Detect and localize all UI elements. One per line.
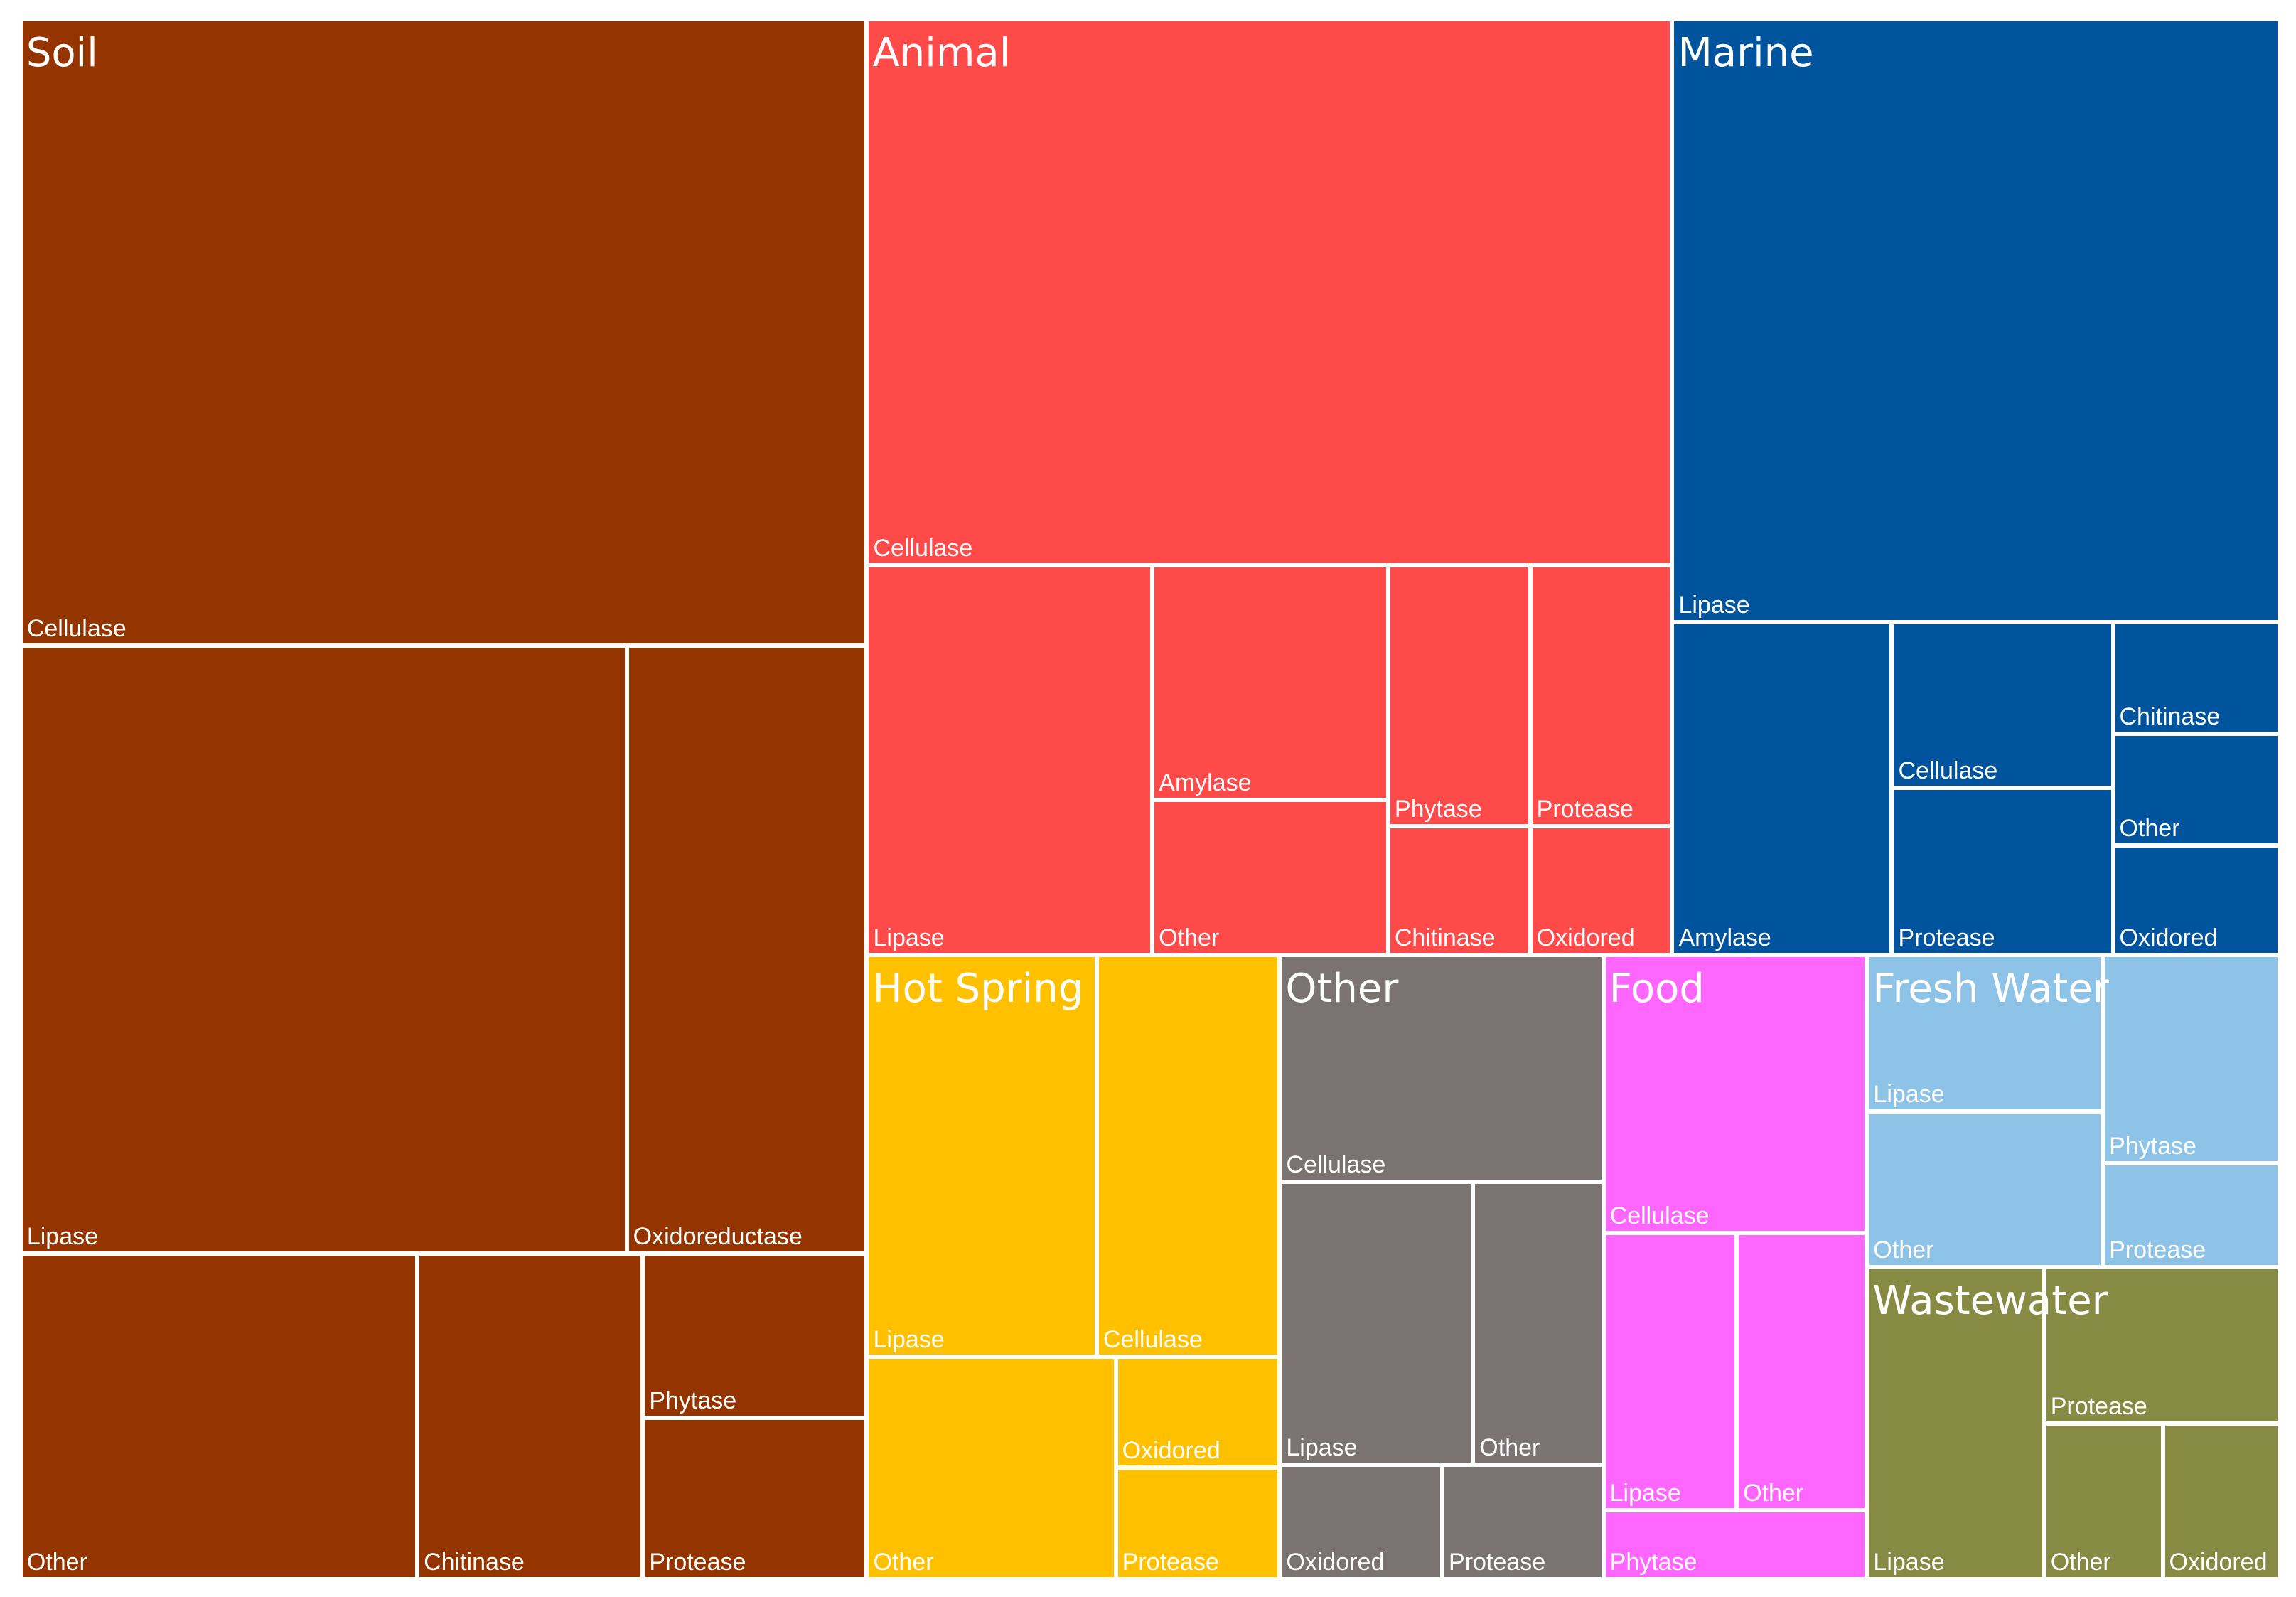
treemap-cell-marine-other: Other bbox=[2113, 734, 2280, 845]
leaf-label: Amylase bbox=[1159, 769, 1252, 796]
treemap-cell-fresh-water-other: Other bbox=[1867, 1111, 2103, 1267]
treemap-cell-hot-spring-other: Other bbox=[867, 1356, 1116, 1579]
treemap-cell-hot-spring-lipase: Lipase bbox=[867, 955, 1097, 1357]
leaf-label: Lipase bbox=[1286, 1433, 1358, 1461]
leaf-label: Cellulase bbox=[1286, 1151, 1386, 1179]
treemap-cell-other-protease: Protease bbox=[1442, 1464, 1604, 1579]
leaf-label: Other bbox=[873, 1548, 934, 1576]
leaf-label: Oxidored bbox=[2119, 924, 2218, 952]
treemap-cell-other-cellulase: Cellulase bbox=[1280, 955, 1604, 1182]
leaf-label: Oxidoreductase bbox=[633, 1223, 803, 1251]
leaf-label: Other bbox=[26, 1548, 87, 1576]
treemap-cell-food-other: Other bbox=[1737, 1233, 1867, 1510]
leaf-label: Lipase bbox=[873, 924, 945, 952]
leaf-label: Chitinase bbox=[424, 1548, 525, 1576]
treemap-cell-animal-cellulase: Cellulase bbox=[867, 18, 1673, 566]
treemap-cell-hot-spring-cellulase: Cellulase bbox=[1096, 955, 1280, 1357]
leaf-label: Lipase bbox=[1873, 1081, 1945, 1109]
treemap-cell-marine-chitinase: Chitinase bbox=[2113, 622, 2280, 735]
leaf-label: Cellulase bbox=[873, 535, 973, 562]
leaf-label: Protease bbox=[1898, 924, 1995, 952]
leaf-label: Lipase bbox=[1609, 1479, 1681, 1507]
treemap-cell-wastewater-oxidored: Oxidored bbox=[2162, 1424, 2280, 1579]
leaf-label: Lipase bbox=[26, 1223, 99, 1251]
treemap-cell-soil-protease: Protease bbox=[643, 1418, 867, 1579]
leaf-label: Other bbox=[2119, 814, 2180, 842]
treemap-cell-animal-protease: Protease bbox=[1530, 565, 1673, 826]
leaf-label: Chitinase bbox=[1394, 924, 1496, 952]
leaf-label: Lipase bbox=[1873, 1548, 1945, 1576]
treemap-cell-other-other: Other bbox=[1473, 1182, 1604, 1465]
treemap-cell-wastewater-protease: Protease bbox=[2044, 1266, 2280, 1424]
treemap-cell-marine-oxidored: Oxidored bbox=[2113, 845, 2280, 956]
leaf-label: Protease bbox=[1122, 1548, 1219, 1576]
treemap-cell-food-cellulase: Cellulase bbox=[1603, 955, 1867, 1234]
treemap-cell-animal-amylase: Amylase bbox=[1152, 565, 1388, 800]
treemap-cell-other-oxidored: Oxidored bbox=[1280, 1464, 1443, 1579]
treemap-cell-soil-chitinase: Chitinase bbox=[417, 1254, 643, 1579]
treemap-cell-marine-amylase: Amylase bbox=[1672, 622, 1892, 956]
leaf-label: Phytase bbox=[1394, 795, 1482, 823]
leaf-label: Lipase bbox=[1678, 592, 1750, 619]
leaf-label: Cellulase bbox=[1898, 757, 1998, 785]
treemap-cell-soil-other: Other bbox=[20, 1254, 418, 1579]
leaf-label: Phytase bbox=[1609, 1548, 1697, 1576]
leaf-label: Phytase bbox=[2109, 1132, 2196, 1160]
leaf-label: Oxidored bbox=[1286, 1548, 1385, 1576]
treemap-cell-marine-cellulase: Cellulase bbox=[1892, 622, 2113, 789]
leaf-label: Protease bbox=[2109, 1236, 2206, 1264]
leaf-label: Other bbox=[1479, 1433, 1540, 1461]
leaf-label: Other bbox=[1873, 1236, 1934, 1264]
treemap-cell-other-lipase: Lipase bbox=[1280, 1182, 1474, 1465]
treemap-cell-marine-lipase: Lipase bbox=[1672, 18, 2280, 623]
leaf-label: Protease bbox=[649, 1548, 746, 1576]
treemap-cell-animal-other: Other bbox=[1152, 799, 1388, 956]
leaf-label: Protease bbox=[1536, 795, 1634, 823]
treemap-cell-soil-lipase: Lipase bbox=[20, 646, 627, 1254]
leaf-label: Cellulase bbox=[26, 615, 127, 643]
leaf-label: Amylase bbox=[1678, 924, 1771, 952]
treemap-cell-soil-phytase: Phytase bbox=[643, 1254, 867, 1419]
leaf-label: Protease bbox=[1449, 1548, 1546, 1576]
treemap-cell-animal-chitinase: Chitinase bbox=[1388, 826, 1530, 956]
treemap-cell-animal-lipase: Lipase bbox=[867, 565, 1153, 956]
leaf-label: Lipase bbox=[873, 1325, 945, 1353]
leaf-label: Cellulase bbox=[1609, 1202, 1710, 1230]
treemap-cell-food-lipase: Lipase bbox=[1603, 1233, 1737, 1510]
treemap-cell-fresh-water-phytase: Phytase bbox=[2103, 955, 2280, 1163]
treemap-cell-food-phytase: Phytase bbox=[1603, 1510, 1867, 1579]
treemap-cell-fresh-water-lipase: Lipase bbox=[1867, 955, 2103, 1112]
leaf-label: Protease bbox=[2050, 1393, 2147, 1421]
treemap-cell-animal-phytase: Phytase bbox=[1388, 565, 1530, 826]
leaf-label: Oxidored bbox=[1536, 924, 1635, 952]
treemap-cell-hot-spring-protease: Protease bbox=[1115, 1468, 1280, 1579]
leaf-label: Other bbox=[2050, 1548, 2111, 1576]
treemap-cell-wastewater-other: Other bbox=[2044, 1424, 2163, 1579]
treemap-cell-marine-protease: Protease bbox=[1892, 788, 2113, 956]
leaf-label: Phytase bbox=[649, 1387, 737, 1415]
leaf-label: Other bbox=[1743, 1479, 1804, 1507]
treemap-cell-fresh-water-protease: Protease bbox=[2103, 1163, 2280, 1267]
treemap-cell-wastewater-lipase: Lipase bbox=[1867, 1266, 2044, 1579]
treemap-cell-soil-oxidoreductase: Oxidoreductase bbox=[626, 646, 867, 1254]
leaf-label: Cellulase bbox=[1103, 1325, 1203, 1353]
treemap-cell-hot-spring-oxidored: Oxidored bbox=[1115, 1356, 1280, 1468]
leaf-label: Oxidored bbox=[2169, 1548, 2268, 1576]
leaf-label: Other bbox=[1159, 924, 1220, 952]
treemap-cell-soil-cellulase: Cellulase bbox=[20, 18, 867, 646]
leaf-label: Oxidored bbox=[1122, 1437, 1221, 1465]
leaf-label: Chitinase bbox=[2119, 703, 2221, 731]
treemap-cell-animal-oxidored: Oxidored bbox=[1530, 826, 1673, 956]
